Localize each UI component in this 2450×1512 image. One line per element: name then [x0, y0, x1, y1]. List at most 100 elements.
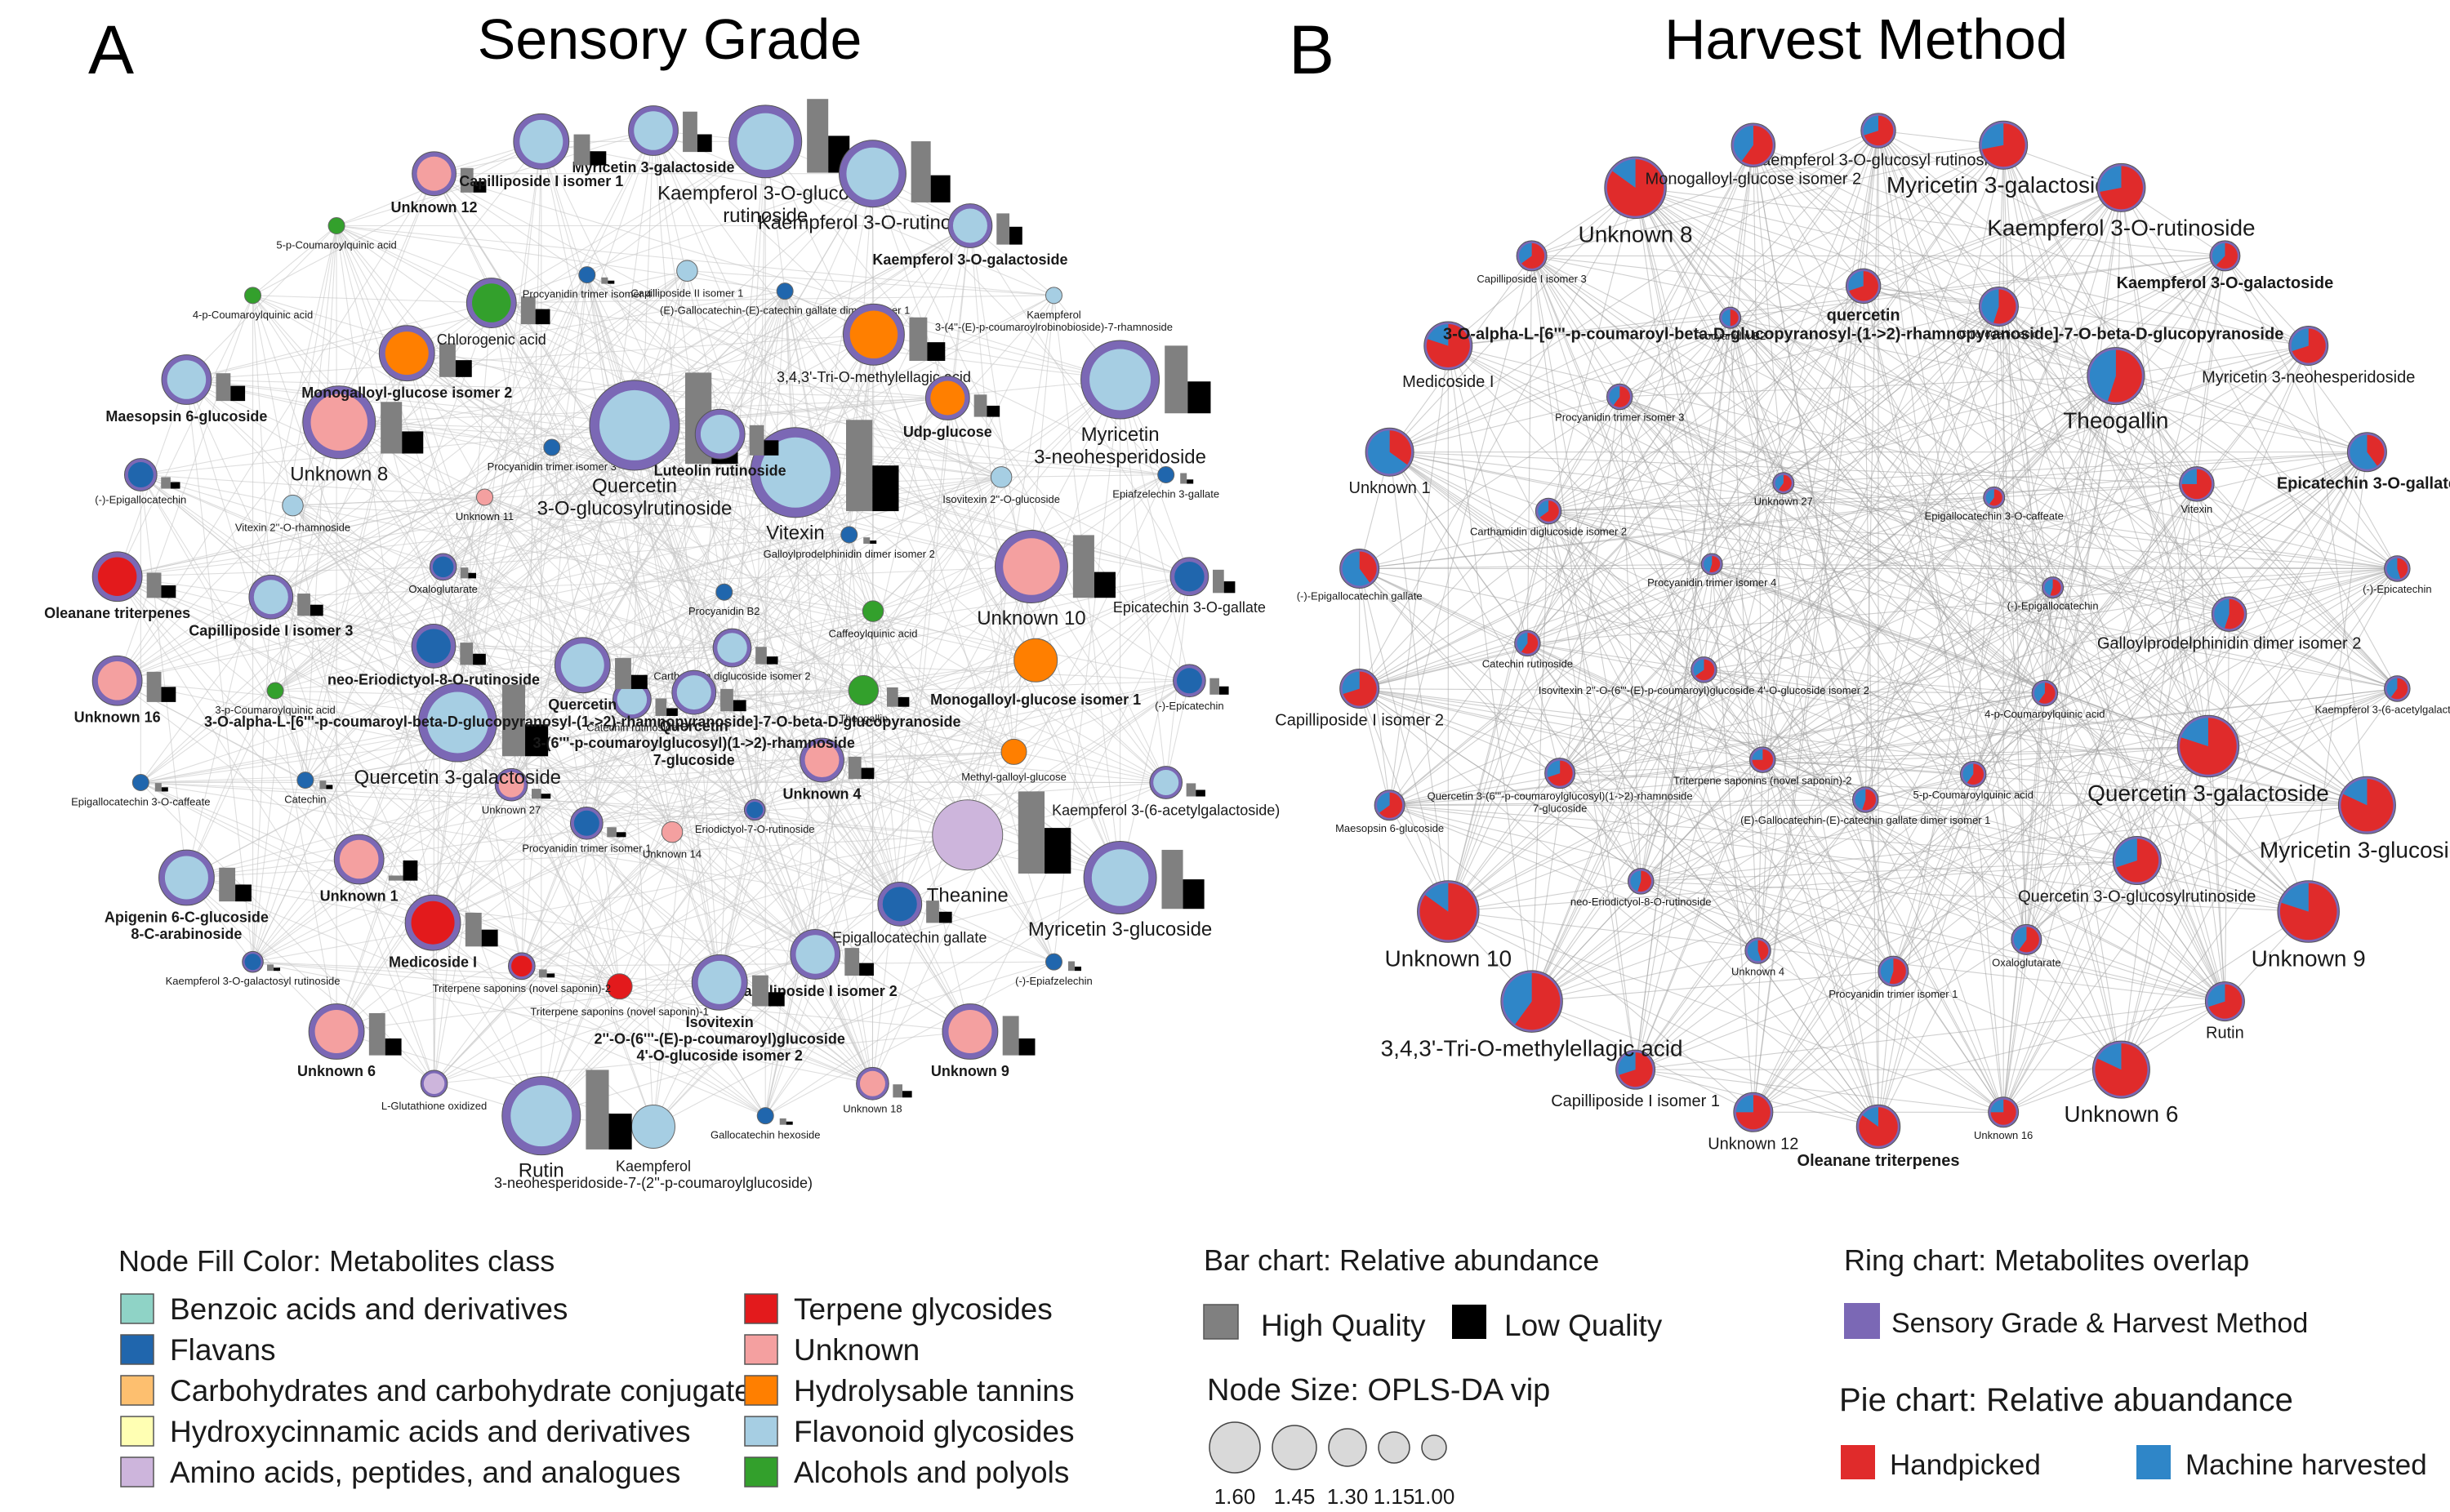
- node-a-caffeoylquinic-acid[interactable]: Caffeoylquinic acid: [829, 600, 918, 639]
- node-b-e-gallocatechin-e-catechin-gallate-dimer-isomer-[interactable]: (E)-Gallocatechin-(E)-catechin gallate d…: [1740, 786, 1990, 827]
- node-a-medicoside-i[interactable]: Medicoside I: [389, 894, 498, 971]
- node-b-unknown-16[interactable]: Unknown 16: [1974, 1096, 2033, 1141]
- node-b-epigallocatechin[interactable]: (-)-Epigallocatechin: [2007, 576, 2099, 612]
- node-a-vitexin-2-o-rhamnoside[interactable]: Vitexin 2''-O-rhamnoside: [235, 494, 350, 534]
- node-b-unknown-6[interactable]: Unknown 6: [2064, 1040, 2178, 1127]
- node-a-capilliposide-i-isomer-1[interactable]: Capilliposide I isomer 1: [459, 113, 623, 189]
- node-b-procyanidin-b2[interactable]: Procyanidin B2: [1695, 306, 1766, 342]
- node-b-kaempferol-3-6-acetylgalactoside[interactable]: Kaempferol 3-(6-acetylgalactoside): [2315, 675, 2450, 716]
- node-b-kaempferol-3-o-galactoside[interactable]: Kaempferol 3-O-galactoside: [2117, 240, 2334, 292]
- node-a-kaempferol-3-neohesperidoside-7-2-p-coumaroylglu[interactable]: Kaempferol 3-neohesperidoside-7-(2''-p-co…: [494, 1105, 813, 1192]
- node-b-neo-eriodictyol-8-o-rutinoside[interactable]: neo-Eriodictyol-8-O-rutinoside: [1570, 868, 1712, 909]
- node-a-neo-eriodictyol-8-o-rutinoside[interactable]: neo-Eriodictyol-8-O-rutinoside: [327, 623, 540, 688]
- node-a-quercetin-3-o-alpha-l-6-p-coumaroyl-beta-d-gluco[interactable]: Quercetin 3-O-alpha-L-[6'''-p-coumaroyl-b…: [204, 637, 960, 730]
- node-a-myricetin-3-neohesperidoside[interactable]: Myricetin 3-neohesperidoside: [1034, 340, 1211, 468]
- node-b-kaempferol-3-o-glucosyl-rutinoside[interactable]: Kaempferol 3-O-glucosyl rutinoside: [1751, 113, 2006, 170]
- node-b-quercetin-3-o-glucosylrutinoside[interactable]: Quercetin 3-O-glucosylrutinoside: [2018, 836, 2256, 906]
- node-a-triterpene-saponins-novel-saponin-1[interactable]: Triterpene saponins (novel saponin)-1: [530, 973, 709, 1018]
- node-a-epigallocatechin-gallate[interactable]: (-)-Epigallocatechin gallate: [813, 881, 987, 946]
- node-b-capilliposide-i-isomer-2[interactable]: Capilliposide I isomer 2: [1275, 669, 1444, 730]
- node-a-kaempferol-3-o-glucosyl-rutinoside[interactable]: Kaempferol 3-O-glucosyl rutinoside: [657, 99, 873, 227]
- node-b-epigallocatechin-3-o-caffeate[interactable]: Epigallocatechin 3-O-caffeate: [1925, 486, 2064, 522]
- node-a-procyanidin-trimer-isomer-3[interactable]: Procyanidin trimer isomer 3: [488, 438, 617, 473]
- node-a-unknown-10[interactable]: Unknown 10: [977, 530, 1116, 630]
- node-a-udp-glucose[interactable]: Udp-glucose: [903, 376, 1000, 440]
- node-a-epiafzelechin[interactable]: (-)-Epiafzelechin: [1015, 953, 1093, 987]
- node-b-vitexin[interactable]: Vitexin: [2179, 466, 2215, 516]
- node-a-kaempferol-3-o-galactosyl-rutinoside[interactable]: Kaempferol 3-O-galactosyl rutinoside: [166, 950, 341, 987]
- node-b-rutin[interactable]: Rutin: [2204, 981, 2245, 1043]
- node-b-myricetin-3-galactoside[interactable]: Myricetin 3-galactoside: [1886, 120, 2120, 198]
- node-a-catechin-rutinoside[interactable]: Catechin rutinoside: [586, 680, 678, 734]
- node-a-rutin[interactable]: Rutin: [501, 1070, 632, 1181]
- node-b-myricetin-3-neohesperidoside[interactable]: Myricetin 3-neohesperidoside: [2202, 325, 2415, 386]
- node-a-procyanidin-trimer-isomer-4[interactable]: Procyanidin trimer isomer 4: [523, 266, 652, 300]
- node-a-kaempferol-3-4-e-p-coumaroylrobinobioside-7-rham[interactable]: Kaempferol 3-(4''-(E)-p-coumaroylrobinobi…: [935, 287, 1173, 333]
- node-b-epigallocatechin-gallate[interactable]: (-)-Epigallocatechin gallate: [1297, 548, 1423, 602]
- node-b-3-4-3-tri-o-methylellagic-acid[interactable]: 3,4,3'-Tri-O-methylellagic acid: [1381, 970, 1683, 1061]
- node-b-unknown-12[interactable]: Unknown 12: [1708, 1092, 1798, 1153]
- node-a-methyl-galloyl-glucose[interactable]: Methyl-galloyl-glucose: [961, 738, 1067, 783]
- node-b-chlorogenic-acid[interactable]: Chlorogenic acid: [1959, 286, 2038, 340]
- node-a-kaempferol-3-6-acetylgalactoside[interactable]: Kaempferol 3-(6-acetylgalactoside): [1052, 766, 1280, 819]
- node-b-unknown-1[interactable]: Unknown 1: [1349, 427, 1431, 497]
- node-a-unknown-18[interactable]: Unknown 18: [843, 1066, 912, 1114]
- node-a-3-4-3-tri-o-methylellagic-acid[interactable]: 3,4,3'-Tri-O-methylellagic acid: [777, 303, 971, 385]
- node-a-unknown-12[interactable]: Unknown 12: [391, 151, 487, 216]
- node-b-unknown-9[interactable]: Unknown 9: [2252, 880, 2366, 972]
- node-a-unknown-8[interactable]: Unknown 8: [290, 385, 424, 486]
- node-a-3-p-coumaroylquinic-acid[interactable]: 3-p-Coumaroylquinic acid: [215, 682, 336, 716]
- node-a-quercetin-3-galactoside[interactable]: Quercetin 3-galactoside: [354, 683, 561, 789]
- node-a-4-p-coumaroylquinic-acid[interactable]: 4-p-Coumaroylquinic acid: [193, 287, 313, 321]
- node-b-maesopsin-6-glucoside[interactable]: Maesopsin 6-glucoside: [1335, 789, 1444, 834]
- node-b-kaempferol-3-o-rutinoside[interactable]: Kaempferol 3-O-rutinoside: [1987, 162, 2256, 240]
- node-b-procyanidin-trimer-isomer-4[interactable]: Procyanidin trimer isomer 4: [1647, 553, 1776, 589]
- node-a-procyanidin-trimer-isomer-1[interactable]: Procyanidin trimer isomer 1: [522, 806, 651, 854]
- node-a-myricetin-3-galactoside[interactable]: Myricetin 3-galactoside: [572, 105, 735, 176]
- node-a-vitexin[interactable]: Vitexin: [750, 420, 899, 545]
- node-a-unknown-1[interactable]: Unknown 1: [320, 834, 418, 904]
- node-a-apigenin-6-c-glucoside-8-c-arabinoside[interactable]: Apigenin 6-C-glucoside 8-C-arabinoside: [105, 849, 269, 942]
- node-a-triterpene-saponins-novel-saponin-2[interactable]: Triterpene saponins (novel saponin)-2: [433, 952, 611, 994]
- node-a-theogallin[interactable]: Theogallin: [839, 674, 910, 724]
- node-b-quercetin-3-6-p-coumaroylglucosyl-1-2-rhamnoside[interactable]: Quercetin 3-(6'''-p-coumaroylglucosyl)(1…: [1428, 758, 1693, 815]
- node-a-epigallocatechin[interactable]: (-)-Epigallocatechin: [95, 458, 186, 506]
- node-a-epicatechin[interactable]: (-)-Epicatechin: [1155, 664, 1229, 712]
- node-b-triterpene-saponins-novel-saponin-2[interactable]: Triterpene saponins (novel saponin)-2: [1673, 746, 1852, 787]
- node-a-isovitexin-2-o-6-e-p-coumaroyl-glucoside-4-o-glu[interactable]: Isovitexin 2''-O-(6'''-(E)-p-coumaroyl)gl…: [594, 954, 845, 1064]
- node-b-epicatechin[interactable]: (-)-Epicatechin: [2363, 555, 2432, 596]
- node-a-unknown-11[interactable]: Unknown 11: [456, 488, 514, 523]
- node-b-unknown-8[interactable]: Unknown 8: [1579, 156, 1693, 247]
- node-b-unknown-10[interactable]: Unknown 10: [1384, 880, 1512, 972]
- node-a-catechin[interactable]: Catechin: [284, 772, 333, 806]
- node-a-luteolin-rutinoside[interactable]: Luteolin rutinoside: [654, 408, 786, 479]
- node-a-chlorogenic-acid[interactable]: Chlorogenic acid: [437, 278, 550, 348]
- node-b-procyanidin-trimer-isomer-3[interactable]: Procyanidin trimer isomer 3: [1555, 383, 1684, 424]
- node-b-4-p-coumaroylquinic-acid[interactable]: 4-p-Coumaroylquinic acid: [1984, 679, 2105, 720]
- node-a-epiafzelechin-3-gallate[interactable]: Epiafzelechin 3-gallate: [1112, 465, 1219, 500]
- node-a-unknown-6[interactable]: Unknown 6: [297, 1003, 402, 1079]
- node-a-epicatechin-3-o-gallate[interactable]: Epicatechin 3-O-gallate: [1113, 557, 1266, 616]
- node-b-theogallin[interactable]: Theogallin: [2063, 347, 2168, 434]
- node-a-monogalloyl-glucose-isomer-2[interactable]: Monogalloyl-glucose isomer 2: [301, 325, 512, 401]
- node-b-unknown-4[interactable]: Unknown 4: [1731, 937, 1784, 978]
- node-a-kaempferol-3-o-galactoside[interactable]: Kaempferol 3-O-galactoside: [872, 203, 1067, 268]
- node-a-oleanane-triterpenes[interactable]: Oleanane triterpenes: [44, 551, 190, 621]
- node-a-procyanidin-b2[interactable]: Procyanidin B2: [688, 583, 760, 617]
- node-a-epigallocatechin-3-o-caffeate[interactable]: Epigallocatechin 3-O-caffeate: [71, 774, 210, 808]
- node-a-l-glutathione-oxidized[interactable]: L-Glutathione oxidized: [381, 1070, 487, 1112]
- node-b-oleanane-triterpenes[interactable]: Oleanane triterpenes: [1797, 1104, 1960, 1170]
- node-b-oxaloglutarate[interactable]: Oxaloglutarate: [1992, 923, 2061, 968]
- node-b-capilliposide-i-isomer-3[interactable]: Capilliposide I isomer 3: [1477, 240, 1587, 285]
- node-a-gallocatechin-hexoside[interactable]: Gallocatechin hexoside: [710, 1107, 820, 1141]
- node-b-unknown-27[interactable]: Unknown 27: [1754, 472, 1813, 508]
- node-b-medicoside-i[interactable]: Medicoside I: [1402, 321, 1494, 391]
- node-a-eriodictyol-7-o-rutinoside[interactable]: Eriodictyol-7-O-rutinoside: [695, 798, 815, 835]
- node-a-unknown-9[interactable]: Unknown 9: [931, 1003, 1036, 1079]
- node-b-capilliposide-i-isomer-1[interactable]: Capilliposide I isomer 1: [1551, 1049, 1720, 1110]
- node-a-unknown-4[interactable]: Unknown 4: [782, 737, 875, 802]
- node-a-maesopsin-6-glucoside[interactable]: Maesopsin 6-glucoside: [105, 354, 267, 425]
- node-a-quercetin-3-6-p-coumaroylglucosyl-1-2-rhamnoside[interactable]: Quercetin 3-(6'''-p-coumaroylglucosyl)(1-…: [533, 669, 855, 768]
- node-a-unknown-16[interactable]: Unknown 16: [74, 655, 176, 726]
- node-a-e-gallocatechin-e-catechin-gallate-dimer-isomer-[interactable]: (E)-Gallocatechin-(E)-catechin gallate d…: [660, 282, 910, 317]
